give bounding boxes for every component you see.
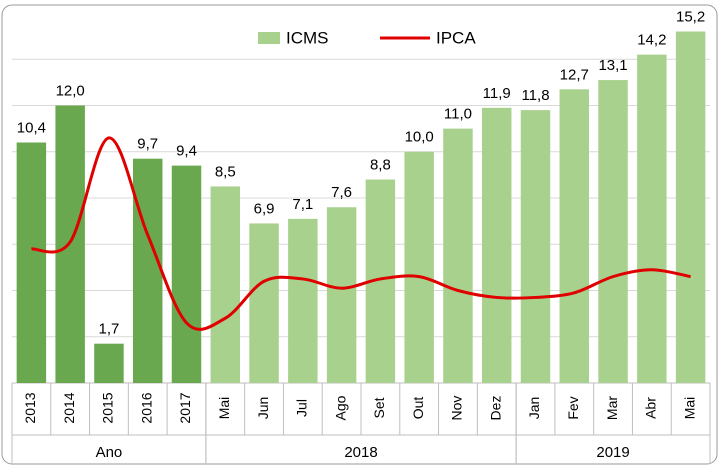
x-tick-label: Mar [604, 396, 620, 420]
x-tick-label: 2016 [138, 392, 154, 423]
bar [443, 128, 473, 383]
bar [481, 107, 512, 383]
x-tick-label: Nov [449, 396, 465, 421]
x-tick-label: 2014 [61, 392, 77, 423]
data-label: 6,9 [254, 200, 275, 217]
x-tick-label: Fev [565, 396, 581, 419]
bar [675, 31, 706, 383]
legend-label: IPCA [436, 28, 476, 47]
bar [288, 218, 318, 383]
x-tick-label: 2015 [100, 392, 116, 423]
data-label: 7,1 [292, 196, 313, 213]
data-label: 11,9 [483, 85, 511, 102]
bar [132, 158, 163, 383]
x-tick-label: Set [371, 397, 387, 418]
group-label: Ano [96, 444, 123, 461]
data-label: 11,0 [444, 106, 472, 123]
line [31, 136, 691, 331]
data-label: 1,7 [99, 321, 120, 338]
bar [404, 151, 434, 383]
bar [559, 89, 590, 383]
bar [520, 110, 551, 383]
group-label: 2019 [596, 444, 629, 461]
x-tick-label: Abr [643, 397, 659, 419]
x-tick-label: Mai [216, 397, 232, 420]
x-tick-label: Mai [681, 397, 697, 420]
x-tick-label: Jul [294, 399, 310, 417]
bar [637, 54, 667, 383]
bar [171, 165, 202, 383]
data-label: 10,4 [17, 119, 46, 136]
group-label: 2018 [344, 444, 377, 461]
bar [16, 142, 47, 383]
x-tick-label: 2017 [177, 392, 193, 423]
x-tick-label: Ago [332, 395, 348, 420]
legend-swatch [258, 32, 280, 44]
data-label: 9,7 [137, 136, 158, 153]
data-label: 15,2 [676, 8, 705, 25]
data-label: 10,0 [405, 129, 434, 146]
data-label: 7,6 [331, 184, 352, 201]
data-label: 12,7 [560, 66, 589, 83]
data-label: 9,4 [176, 143, 197, 160]
data-label: 14,2 [637, 32, 666, 49]
legend-label: ICMS [286, 28, 329, 47]
bar [210, 186, 241, 383]
data-label: 13,1 [598, 57, 627, 74]
x-tick-label: 2013 [22, 392, 38, 423]
x-tick-label: Jan [526, 397, 542, 420]
bar [326, 207, 357, 383]
x-tick-label: Out [410, 397, 426, 420]
data-label: 8,5 [215, 163, 236, 180]
x-tick-label: Dez [487, 396, 503, 421]
x-tick-label: Jun [255, 397, 271, 420]
bar [249, 223, 279, 383]
data-label: 12,0 [56, 82, 85, 99]
data-label: 11,8 [521, 87, 549, 104]
data-label: 8,8 [370, 156, 391, 173]
bar [94, 343, 124, 383]
bar [598, 80, 628, 383]
